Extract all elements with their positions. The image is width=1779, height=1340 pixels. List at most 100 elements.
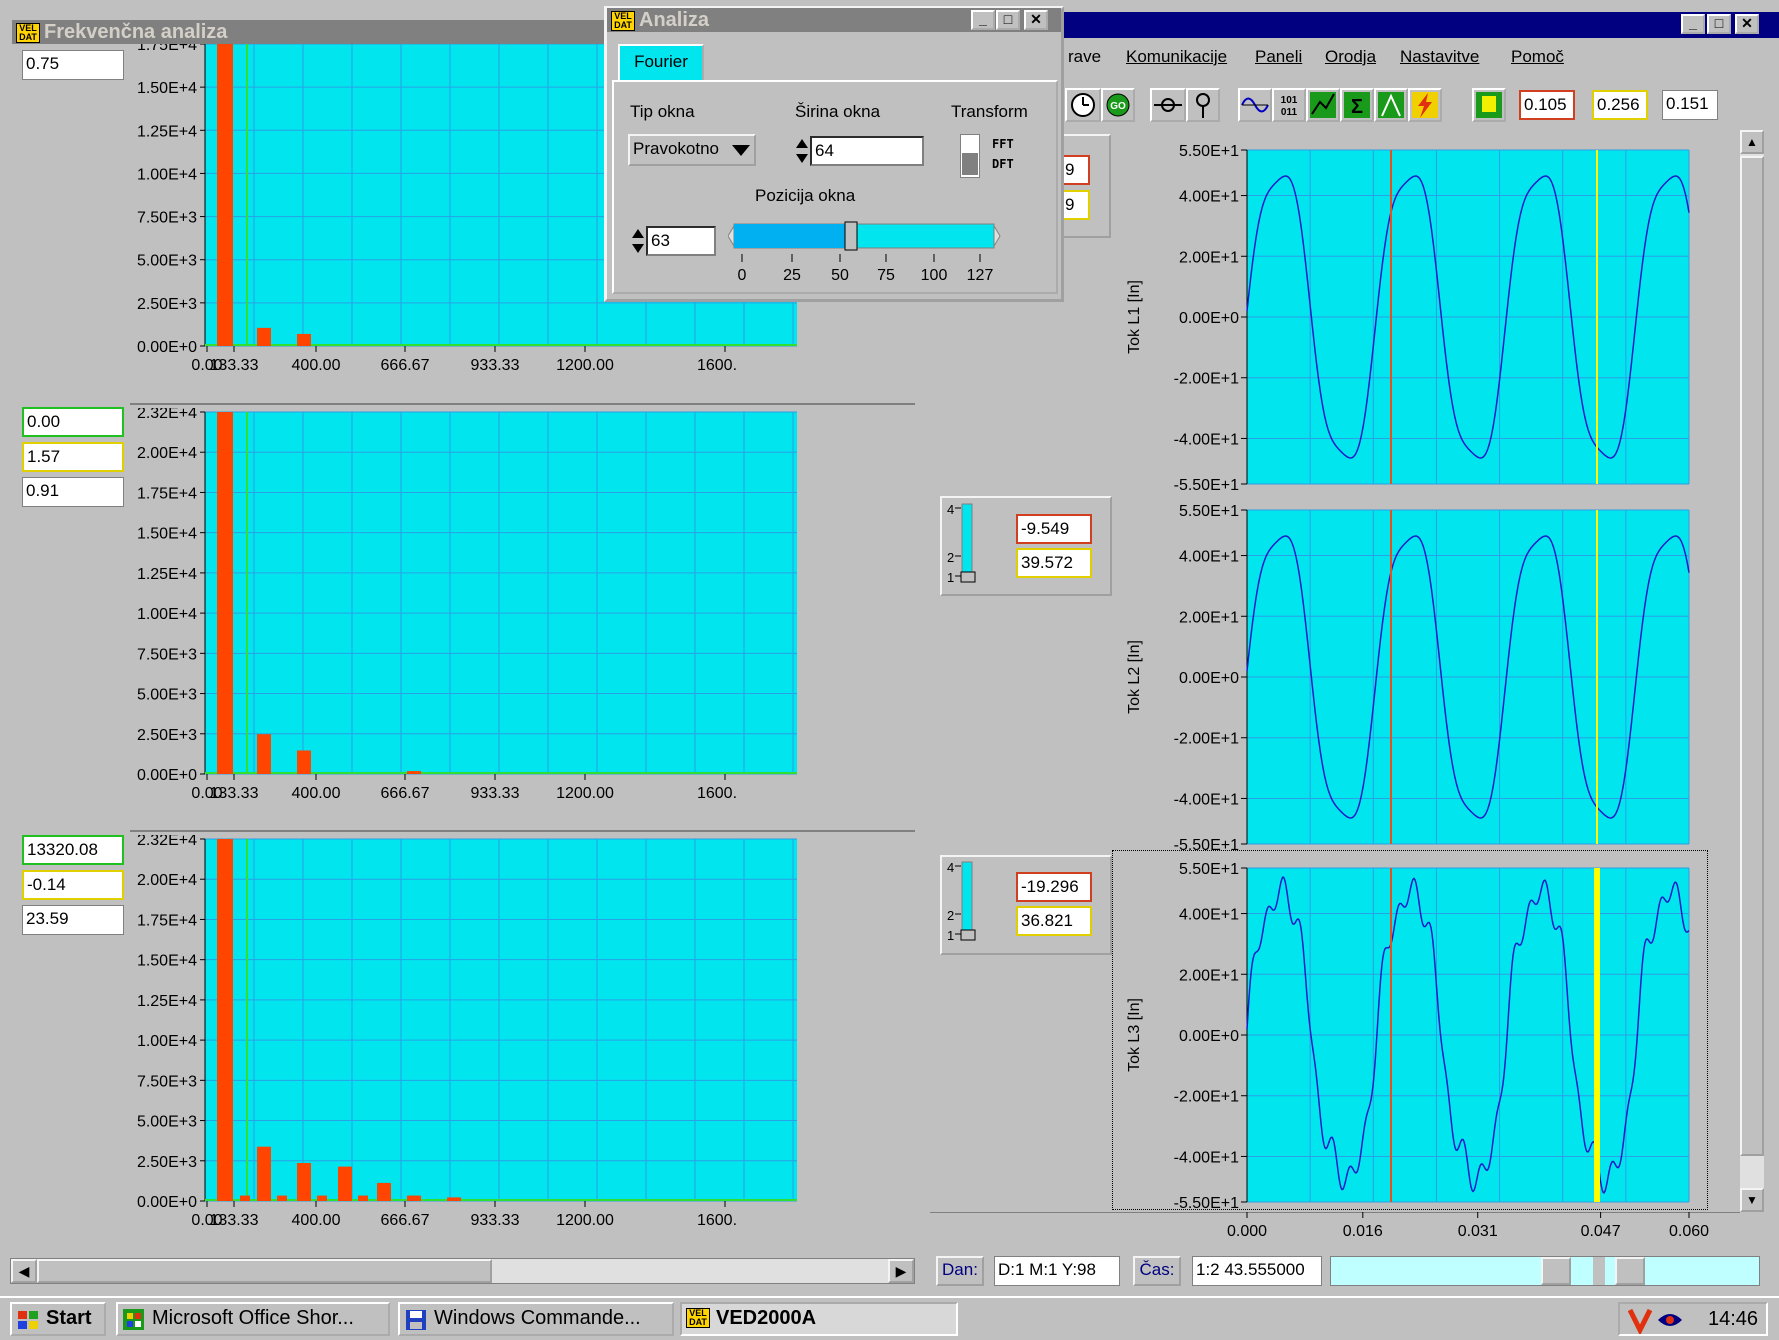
freq-horizontal-scrollbar[interactable]: ◀ ▶: [10, 1258, 915, 1284]
sirina-okna-input[interactable]: 64: [810, 136, 924, 166]
tab-fourier[interactable]: Fourier: [618, 44, 704, 80]
transform-toggle[interactable]: [960, 134, 980, 178]
x-tick-label: 400.00: [292, 357, 341, 374]
freq-window-title: Frekvenčna analiza: [44, 21, 228, 43]
wave-button[interactable]: [1238, 88, 1272, 122]
lightning-button[interactable]: [1408, 88, 1442, 122]
sum-button[interactable]: Σ: [1340, 88, 1374, 122]
slider-handle: [960, 571, 976, 583]
spectrum-bar: [217, 839, 233, 1201]
y-tick-label: 4.00E+1: [1179, 907, 1239, 924]
scroll-thumb-vertical[interactable]: [1740, 156, 1764, 1156]
pozicija-slider[interactable]: 0 25 50 75 100 127: [728, 218, 1018, 290]
spectrum-bar: [407, 771, 421, 774]
waveform-trace: [1246, 535, 1690, 819]
x-tick-label: 400.00: [292, 1212, 341, 1229]
scroll-left-button[interactable]: ◀: [11, 1259, 37, 1283]
task-office-shortcut[interactable]: Microsoft Office Shor...: [116, 1302, 390, 1336]
y-tick-label: -4.00E+1: [1174, 431, 1239, 448]
tab-panel: [612, 80, 1058, 294]
start-button[interactable]: Start: [10, 1302, 106, 1336]
task-ved2000a[interactable]: VEL DAT VED2000A: [680, 1302, 958, 1336]
y-tick-label: 2.00E+4: [137, 872, 197, 889]
target-button[interactable]: [1150, 88, 1186, 122]
slider-track: [961, 861, 973, 941]
transform-label: Transform: [951, 102, 1028, 121]
analiza-minimize-button[interactable]: _: [971, 10, 995, 30]
menu-paneli[interactable]: Paneli: [1255, 47, 1303, 66]
channel2-level-slider[interactable]: 4 2 1: [945, 500, 995, 592]
tip-okna-select[interactable]: Pravokotno: [628, 134, 756, 166]
menu-komunikacije[interactable]: Komunikacije: [1126, 47, 1228, 66]
x-tick-label: 933.33: [471, 357, 520, 374]
scroll-thumb[interactable]: [37, 1259, 492, 1283]
panel2-value-1: 0.00: [22, 407, 124, 437]
sum-icon: Σ: [1344, 92, 1370, 118]
y-tick-label: 1.75E+4: [137, 912, 197, 929]
channel3-cursor-red: -19.296: [1016, 872, 1092, 902]
binary-button[interactable]: 101 011: [1272, 88, 1306, 122]
stepper-arrows-icon: [632, 229, 644, 253]
channel2-cursor-yellow: 39.572: [1016, 548, 1092, 578]
scroll-right-button[interactable]: ▶: [888, 1259, 914, 1283]
menu-nastavitve[interactable]: Nastavitve: [1400, 47, 1480, 66]
channel3-level-slider[interactable]: 4 2 1: [945, 858, 995, 950]
sirina-stepper[interactable]: [794, 136, 810, 166]
analiza-maximize-button[interactable]: □: [996, 10, 1020, 30]
y-tick-label: 5.50E+1: [1179, 143, 1239, 160]
slider-handle: [960, 929, 976, 941]
analiza-close-button[interactable]: ✕: [1024, 10, 1048, 30]
close-button[interactable]: ✕: [1735, 14, 1759, 34]
pozicija-stepper[interactable]: [630, 226, 646, 256]
waveform-trace: [1246, 175, 1690, 459]
main-window-titlebar[interactable]: [1060, 12, 1779, 38]
freq-window-titlebar[interactable]: VEL DAT Frekvenčna analiza: [12, 20, 612, 44]
scroll-up-button[interactable]: ▲: [1740, 130, 1764, 154]
spectrum-bar: [338, 1166, 352, 1201]
minimize-button[interactable]: _: [1681, 14, 1705, 34]
maximize-button[interactable]: □: [1707, 14, 1731, 34]
menu-pomoc[interactable]: Pomoč: [1511, 47, 1564, 66]
main-vertical-scrollbar[interactable]: ▲ ▼: [1740, 130, 1764, 1212]
cas-label-button: Čas:: [1133, 1256, 1181, 1286]
active-chart-frame: [1112, 850, 1708, 1210]
time-axis: 0.000 0.016 0.031 0.047 0.060: [1227, 1212, 1709, 1240]
channel1-cursor-panel: [1055, 134, 1111, 238]
time-scroll-thumb-2[interactable]: [1615, 1257, 1645, 1285]
x-tick-label: 0.031: [1458, 1223, 1498, 1240]
slider-track: [961, 503, 973, 583]
speaker-eye-icon[interactable]: [1656, 1306, 1684, 1334]
time-axis-line: [930, 1212, 1740, 1213]
clock-button[interactable]: [1065, 88, 1101, 122]
spectrum-bar: [257, 327, 271, 346]
y-tick-label: -2.00E+1: [1174, 371, 1239, 388]
menu-urejanje[interactable]: rave: [1068, 47, 1102, 66]
x-tick-label: 0.00: [191, 357, 222, 374]
print-button[interactable]: [1472, 88, 1506, 122]
probe-button[interactable]: [1186, 88, 1220, 122]
antivirus-v-icon[interactable]: [1628, 1306, 1654, 1334]
y-tick-label: 5.50E+1: [1179, 503, 1239, 520]
y-tick-label: 2.32E+4: [137, 408, 197, 422]
spectrum-bar: [217, 44, 233, 346]
y-tick-label: 0.00E+0: [137, 339, 197, 356]
slider-tick-label: 4: [947, 502, 954, 517]
app-logo-icon: VEL DAT: [686, 1308, 710, 1328]
pozicija-okna-input[interactable]: 63: [646, 226, 716, 256]
time-scroll-thumb[interactable]: [1541, 1257, 1571, 1285]
dan-label-button: Dan:: [936, 1256, 984, 1286]
channel2-cursor-red: -9.549: [1016, 514, 1092, 544]
slider-tick-label: 100: [921, 267, 948, 284]
scroll-down-button[interactable]: ▼: [1740, 1188, 1764, 1212]
go-button[interactable]: GO: [1101, 88, 1135, 122]
y-axis-label: Tok L2 [In]: [1126, 640, 1143, 714]
spectrum-bar: [277, 1195, 287, 1201]
windows-logo-icon: [18, 1311, 38, 1329]
task-windows-commander[interactable]: Windows Commande...: [398, 1302, 674, 1336]
sine-wave-icon: [1241, 97, 1269, 113]
time-scrollbar[interactable]: [1330, 1256, 1760, 1286]
chart-button[interactable]: [1306, 88, 1340, 122]
menu-orodja[interactable]: Orodja: [1325, 47, 1377, 66]
sirina-okna-label: Širina okna: [795, 102, 881, 121]
fft-button[interactable]: [1374, 88, 1408, 122]
